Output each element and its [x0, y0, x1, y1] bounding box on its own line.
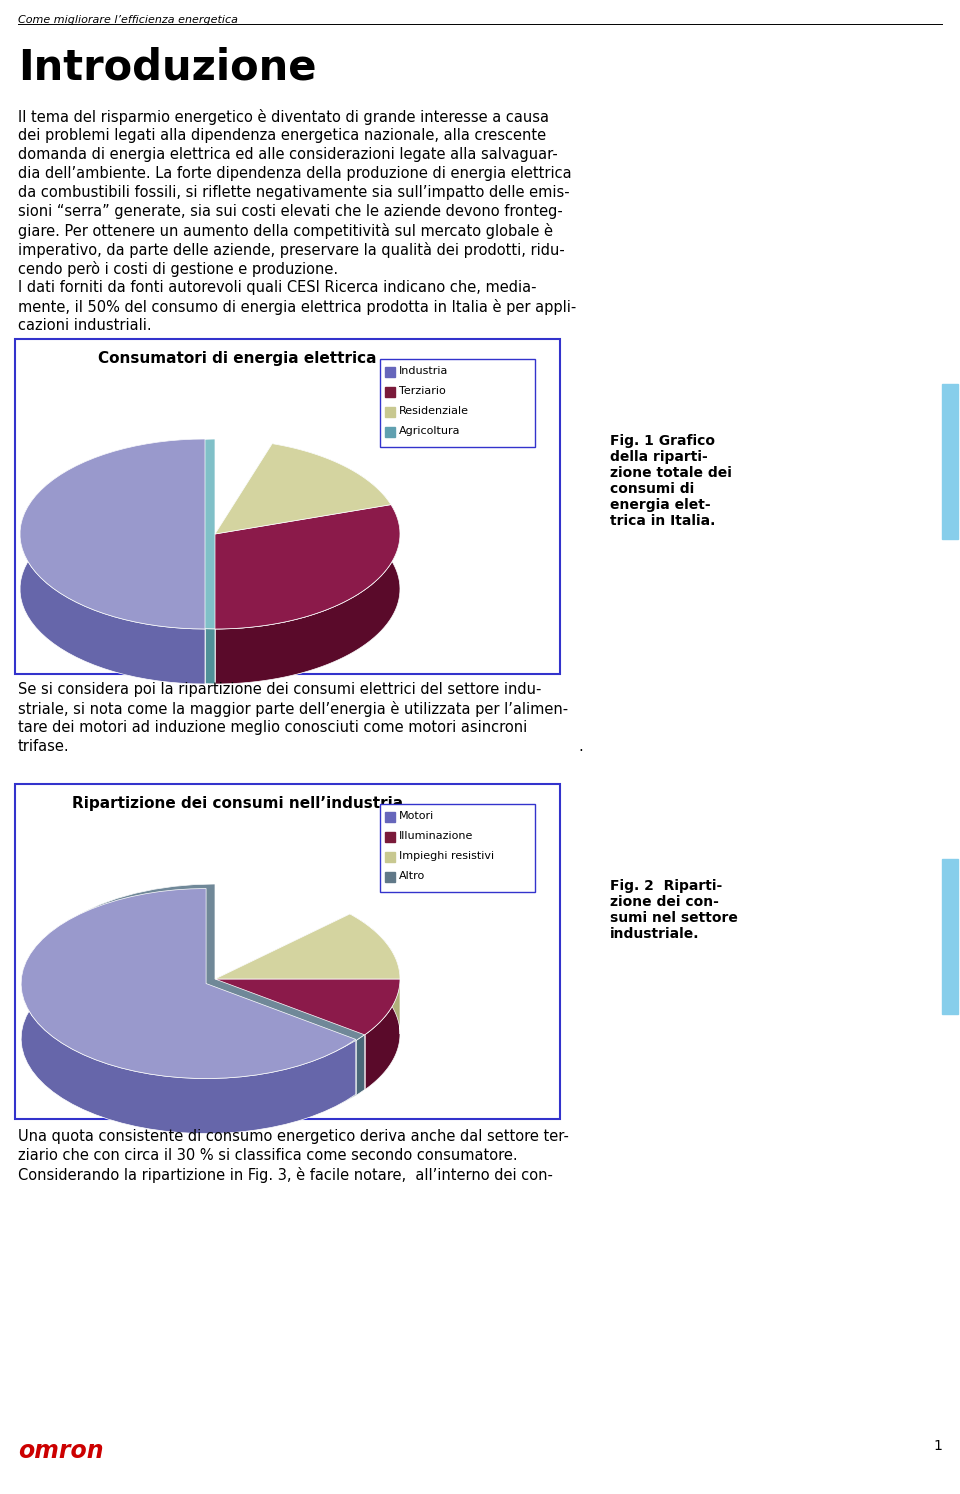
- Text: omron: omron: [18, 1439, 104, 1463]
- Text: giare. Per ottenere un aumento della competitività sul mercato globale è: giare. Per ottenere un aumento della com…: [18, 223, 553, 239]
- Text: Agricoltura: Agricoltura: [399, 426, 461, 436]
- Bar: [380, 804, 535, 892]
- Bar: [385, 832, 395, 843]
- Polygon shape: [215, 979, 400, 1035]
- Text: industriale.: industriale.: [610, 926, 700, 941]
- Text: cendo però i costi di gestione e produzione.: cendo però i costi di gestione e produzi…: [18, 261, 338, 276]
- Polygon shape: [215, 444, 391, 533]
- Bar: [15, 784, 560, 1119]
- Text: Ripartizione dei consumi nell’industria: Ripartizione dei consumi nell’industria: [72, 796, 403, 811]
- Text: Considerando la ripartizione in Fig. 3, è facile notare,  all’interno dei con-: Considerando la ripartizione in Fig. 3, …: [18, 1167, 553, 1183]
- Text: Il tema del risparmio energetico è diventato di grande interesse a causa: Il tema del risparmio energetico è diven…: [18, 109, 549, 125]
- Text: I dati forniti da fonti autorevoli quali CESI Ricerca indicano che, media-: I dati forniti da fonti autorevoli quali…: [18, 279, 537, 294]
- Bar: [385, 813, 395, 822]
- Polygon shape: [30, 439, 400, 684]
- Text: Terziario: Terziario: [399, 385, 445, 396]
- Text: .: .: [578, 740, 583, 754]
- Text: Se si considera poi la ripartizione dei consumi elettrici del settore indu-: Se si considera poi la ripartizione dei …: [18, 681, 541, 698]
- Text: sumi nel settore: sumi nel settore: [610, 911, 738, 925]
- Text: della riparti-: della riparti-: [610, 450, 708, 465]
- Polygon shape: [215, 505, 400, 629]
- Text: sioni “serra” generate, sia sui costi elevati che le aziende devono fronteg-: sioni “serra” generate, sia sui costi el…: [18, 205, 563, 220]
- Text: Altro: Altro: [399, 871, 425, 881]
- Text: dia dell’ambiente. La forte dipendenza della produzione di energia elettrica: dia dell’ambiente. La forte dipendenza d…: [18, 166, 571, 181]
- Bar: [942, 384, 958, 539]
- Bar: [385, 406, 395, 417]
- Polygon shape: [20, 439, 205, 684]
- Bar: [385, 368, 395, 376]
- Bar: [385, 387, 395, 397]
- Text: trica in Italia.: trica in Italia.: [610, 514, 715, 527]
- Text: energia elet-: energia elet-: [610, 498, 710, 512]
- Polygon shape: [30, 884, 400, 1074]
- Polygon shape: [215, 914, 400, 979]
- Text: striale, si nota come la maggior parte dell’energia è utilizzata per l’alimen-: striale, si nota come la maggior parte d…: [18, 701, 568, 717]
- Polygon shape: [349, 914, 400, 1034]
- Polygon shape: [215, 505, 400, 684]
- Polygon shape: [365, 979, 400, 1089]
- Text: tare dei motori ad induzione meglio conosciuti come motori asincroni: tare dei motori ad induzione meglio cono…: [18, 720, 527, 735]
- Text: ziario che con circa il 30 % si classifica come secondo consumatore.: ziario che con circa il 30 % si classifi…: [18, 1147, 517, 1162]
- Polygon shape: [21, 889, 356, 1134]
- Text: dei problemi legati alla dipendenza energetica nazionale, alla crescente: dei problemi legati alla dipendenza ener…: [18, 128, 546, 143]
- Bar: [385, 852, 395, 862]
- Text: Impieghi resistivi: Impieghi resistivi: [399, 852, 494, 861]
- Text: trifase.: trifase.: [18, 740, 70, 754]
- Text: mente, il 50% del consumo di energia elettrica prodotta in Italia è per appli-: mente, il 50% del consumo di energia ele…: [18, 299, 576, 315]
- Text: Introduzione: Introduzione: [18, 46, 317, 88]
- Text: 1: 1: [933, 1439, 942, 1454]
- Text: consumi di: consumi di: [610, 483, 694, 496]
- Text: Motori: Motori: [399, 811, 434, 822]
- Text: zione totale dei: zione totale dei: [610, 466, 732, 480]
- Bar: [15, 339, 560, 674]
- Text: Residenziale: Residenziale: [399, 406, 469, 415]
- Polygon shape: [30, 439, 400, 629]
- Text: imperativo, da parte delle aziende, preservare la qualità dei prodotti, ridu-: imperativo, da parte delle aziende, pres…: [18, 242, 564, 258]
- Text: Fig. 2  Riparti-: Fig. 2 Riparti-: [610, 878, 722, 893]
- Polygon shape: [30, 884, 400, 1129]
- Polygon shape: [21, 889, 356, 1079]
- Bar: [380, 359, 535, 447]
- Bar: [385, 872, 395, 881]
- Text: Illuminazione: Illuminazione: [399, 831, 473, 841]
- Text: Una quota consistente di consumo energetico deriva anche dal settore ter-: Una quota consistente di consumo energet…: [18, 1129, 569, 1144]
- Polygon shape: [273, 444, 391, 560]
- Text: Fig. 1 Grafico: Fig. 1 Grafico: [610, 433, 715, 448]
- Polygon shape: [20, 439, 205, 629]
- Bar: [942, 859, 958, 1014]
- Text: cazioni industriali.: cazioni industriali.: [18, 318, 152, 333]
- Text: Come migliorare l’efficienza energetica: Come migliorare l’efficienza energetica: [18, 15, 238, 25]
- Text: zione dei con-: zione dei con-: [610, 895, 719, 908]
- Text: Consumatori di energia elettrica: Consumatori di energia elettrica: [98, 351, 376, 366]
- Text: da combustibili fossili, si riflette negativamente sia sull’impatto delle emis-: da combustibili fossili, si riflette neg…: [18, 185, 569, 200]
- Text: Industria: Industria: [399, 366, 448, 376]
- Bar: [385, 427, 395, 438]
- Text: domanda di energia elettrica ed alle considerazioni legate alla salvaguar-: domanda di energia elettrica ed alle con…: [18, 146, 558, 161]
